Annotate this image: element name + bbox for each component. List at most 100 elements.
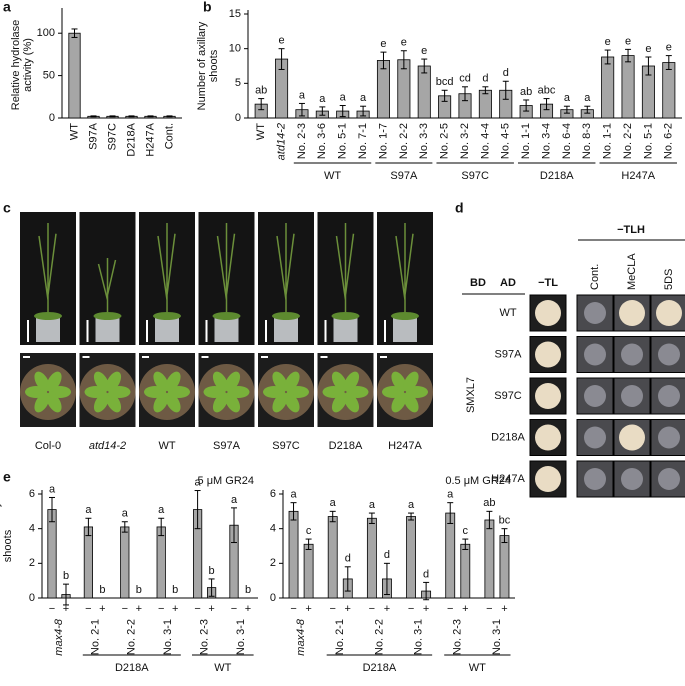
error-bar xyxy=(543,98,550,111)
panel-label: e xyxy=(3,469,11,485)
group-label: S97C xyxy=(461,170,489,182)
x-tick-label: − xyxy=(194,603,200,615)
leaf xyxy=(343,371,360,392)
x-tick-label: + xyxy=(501,603,507,615)
significance-letter: a xyxy=(319,93,326,105)
x-tick-label: − xyxy=(408,603,414,615)
genotype-label: No. 2-1 xyxy=(89,619,101,655)
plant-stem xyxy=(395,223,414,318)
pot xyxy=(393,318,417,342)
error-bar xyxy=(408,512,415,521)
x-tick-label: No. 3-4 xyxy=(540,123,552,159)
significance-letter: a xyxy=(584,92,591,104)
group-label: H247A xyxy=(621,170,655,182)
significance-letter: abc xyxy=(538,84,556,96)
medium-header: −TLH xyxy=(617,224,645,236)
error-bar xyxy=(147,115,154,118)
bar xyxy=(406,516,416,599)
x-tick-label: + xyxy=(99,603,105,615)
colony-no-growth xyxy=(584,302,606,324)
bar xyxy=(156,526,166,599)
significance-letter: a xyxy=(85,504,92,516)
genotype-label: No. 3-1 xyxy=(162,619,174,655)
error-bar xyxy=(90,115,97,118)
genotype-label: Col-0 xyxy=(35,440,61,452)
x-tick-label: − xyxy=(231,603,237,615)
x-tick-label: − xyxy=(49,603,55,615)
genotype-label: max4-8 xyxy=(295,618,307,656)
error-bar xyxy=(49,496,55,523)
error-bar xyxy=(71,28,78,38)
group-label: S97A xyxy=(390,170,418,182)
y-axis-label-box: Number of axillary shoots xyxy=(0,502,14,591)
significance-letter: a xyxy=(195,476,202,488)
genotype-label: S97C xyxy=(272,440,300,452)
error-bar xyxy=(625,48,632,63)
error-bar xyxy=(604,49,611,65)
error-bar xyxy=(298,102,305,117)
leaf xyxy=(153,371,169,392)
leaf xyxy=(34,371,50,392)
significance-letter: a xyxy=(122,508,129,520)
leaf xyxy=(46,371,62,392)
colony-no-growth xyxy=(658,426,680,449)
error-bar xyxy=(63,583,69,606)
significance-letter: e xyxy=(380,38,386,50)
significance-letter: a xyxy=(447,489,454,501)
leaf xyxy=(46,392,62,413)
significance-letter: d xyxy=(503,67,509,79)
error-bar xyxy=(423,581,430,601)
significance-letter: ab xyxy=(520,86,532,98)
x-tick-label: No. 4-5 xyxy=(500,123,512,159)
x-tick-label: No. 3-3 xyxy=(418,123,430,159)
plant-stem xyxy=(157,223,176,318)
group-label: WT xyxy=(214,662,231,674)
error-bar xyxy=(258,98,265,111)
y-tick-label: 0 xyxy=(29,592,35,604)
leaf xyxy=(331,371,348,392)
panel-label: d xyxy=(455,200,464,216)
genotype-label: No. 3-1 xyxy=(491,619,503,655)
significance-letter: a xyxy=(290,489,297,501)
ad-label: H247A xyxy=(491,473,525,485)
pot-soil xyxy=(258,364,314,420)
x-tick-label: No. 2-3 xyxy=(296,123,308,159)
significance-letter: a xyxy=(231,494,238,506)
x-tick-label: No. 5-1 xyxy=(642,123,654,159)
colony-no-growth xyxy=(658,385,680,407)
colony-no-growth xyxy=(584,426,606,449)
x-tick-label: No. 2-2 xyxy=(398,123,410,159)
bar xyxy=(417,65,431,119)
error-bar xyxy=(344,566,351,592)
colony-growth xyxy=(535,424,561,451)
significance-letter: b xyxy=(136,584,142,596)
significance-letter: bcd xyxy=(436,76,454,88)
error-bar xyxy=(339,105,346,118)
error-bar xyxy=(462,538,469,550)
plant-stem xyxy=(276,223,295,318)
y-tick-label: 0 xyxy=(49,112,55,124)
colony-no-growth xyxy=(584,343,606,366)
bar xyxy=(120,526,130,599)
plant-stem xyxy=(97,258,117,318)
significance-letter: e xyxy=(625,35,631,47)
y-tick-label: 10 xyxy=(229,43,241,55)
significance-letter: e xyxy=(421,45,427,57)
colony-growth xyxy=(656,300,682,326)
colony-no-growth xyxy=(658,343,680,366)
error-bar xyxy=(665,55,672,70)
x-tick-label: + xyxy=(136,603,142,615)
y-tick-label: 4 xyxy=(29,523,35,535)
plant-stem xyxy=(335,223,355,318)
pot xyxy=(333,318,358,342)
error-bar xyxy=(208,578,215,597)
genotype-label: atd14-2 xyxy=(89,440,126,452)
bar xyxy=(499,535,510,599)
error-bar xyxy=(368,512,375,524)
x-tick-label: No. 6-4 xyxy=(561,123,573,159)
bar xyxy=(460,543,471,599)
bar xyxy=(303,543,314,599)
x-tick-label: No. 1-1 xyxy=(602,123,614,159)
